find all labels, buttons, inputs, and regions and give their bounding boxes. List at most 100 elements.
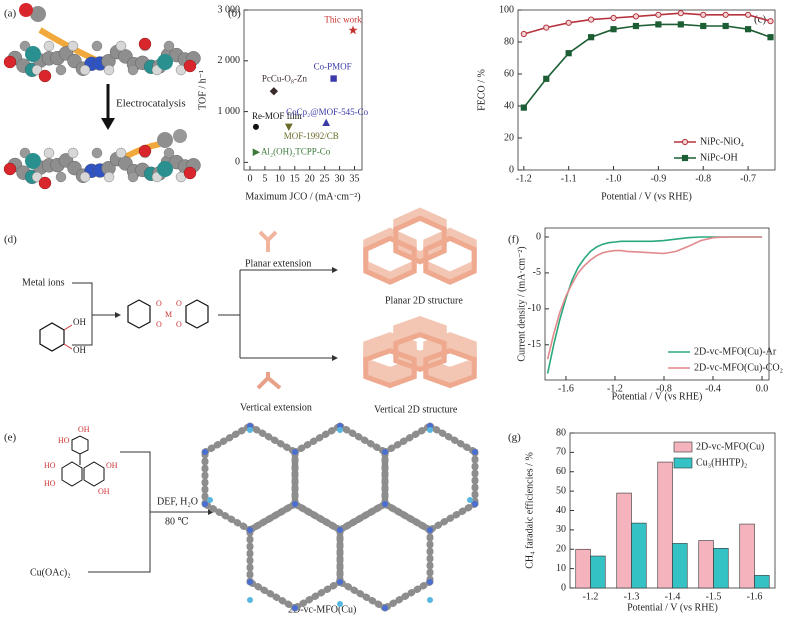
- atom-label: OH: [73, 317, 86, 327]
- atom-label: O: [176, 299, 182, 308]
- marker: [744, 26, 752, 33]
- metal-node: [292, 501, 298, 507]
- marker: [700, 22, 707, 30]
- x-tick-label: -1.1: [561, 173, 577, 184]
- bar: [739, 523, 755, 589]
- marker: [285, 123, 293, 131]
- legend-label: 2D-vc-MFO(Cu)-CO₂: [694, 362, 783, 373]
- framework-layer: [393, 331, 447, 373]
- condition: DEF, H₂O: [157, 496, 198, 507]
- marker: [520, 30, 527, 38]
- atom: [67, 40, 79, 52]
- bar: [575, 548, 591, 589]
- panel-e: (e) OH HO HO OH HO OH DEF, H₂O 80 ℃ Cu(O…: [4, 425, 356, 615]
- ring: [71, 435, 89, 455]
- x-tick-label: -1.6: [558, 383, 574, 394]
- marker: [681, 154, 689, 162]
- marker: [677, 10, 684, 17]
- series-line: [523, 23, 771, 109]
- marker: [588, 34, 595, 41]
- atom-label: HO: [44, 461, 56, 470]
- plot-frame: [544, 227, 770, 381]
- metal-node: [292, 605, 298, 611]
- framework-edge: [246, 422, 299, 456]
- atom: [183, 166, 197, 180]
- ring: [127, 299, 151, 329]
- y-axis-label: CH₄ faradaic efficiencies / %: [524, 452, 535, 569]
- bar: [590, 555, 606, 589]
- bar: [616, 492, 632, 589]
- atom: [3, 162, 17, 176]
- atom-label: O: [156, 320, 162, 329]
- marker: [632, 22, 640, 30]
- atom: [173, 129, 187, 143]
- panel-label: (f): [508, 234, 519, 246]
- y-tick-label: 70: [556, 447, 566, 458]
- x-tick-label: -0.9: [650, 173, 666, 184]
- x-tick-label: 20: [305, 173, 315, 184]
- point-label: CoCp₂@MOF-545-Co: [286, 107, 368, 117]
- bracket: [72, 282, 93, 346]
- framework-edge: [291, 500, 344, 534]
- metal-node: [427, 527, 433, 533]
- y-tick-label: 20: [556, 544, 566, 555]
- y-tick-label: 20: [504, 132, 514, 143]
- legend-swatch: [673, 441, 693, 453]
- framework-edge: [336, 500, 389, 534]
- y-tick-label: 50: [556, 485, 566, 496]
- terminal-atom: [247, 597, 253, 603]
- x-axis-label: Potential / V (vs RHE): [601, 191, 692, 202]
- atom-label: OH: [78, 425, 90, 434]
- y-tick-label: -5: [533, 267, 541, 278]
- x-tick-label: -0.8: [656, 383, 672, 394]
- framework-edge: [381, 500, 434, 534]
- x-tick-label: 0: [247, 173, 252, 184]
- framework-edge: [426, 422, 479, 456]
- marker: [700, 11, 707, 18]
- panel-label: (b): [228, 8, 241, 20]
- ring: [39, 322, 65, 352]
- framework-edge: [291, 578, 344, 612]
- legend-label: 2D-vc-MFO(Cu): [696, 441, 764, 452]
- x-tick-label: -0.7: [740, 173, 756, 184]
- reagent: Cu(OAc)₂: [30, 567, 71, 578]
- x-tick-label: -0.8: [695, 173, 711, 184]
- y-tick-label: -10: [528, 303, 541, 314]
- terminal-atom: [427, 427, 433, 433]
- atom: [79, 171, 91, 183]
- x-tick-label: 35: [350, 173, 360, 184]
- atom-label: OH: [106, 461, 118, 470]
- terminal-atom: [247, 427, 253, 433]
- x-tick-label: -0.4: [705, 383, 721, 394]
- framework-edge: [201, 500, 254, 534]
- atom: [157, 54, 173, 70]
- ring: [83, 461, 105, 487]
- reagent: Metal ions: [22, 277, 65, 288]
- framework-edge: [291, 422, 344, 456]
- atom: [3, 55, 17, 69]
- marker: [610, 14, 617, 22]
- condition: 80 ℃: [165, 516, 189, 527]
- marker: [252, 123, 259, 130]
- atom-label: OH: [98, 487, 110, 496]
- marker: [348, 25, 358, 35]
- metal-node: [382, 501, 388, 507]
- panel-label: (c): [754, 14, 767, 26]
- panel-label: (e): [4, 432, 17, 444]
- marker: [744, 11, 752, 18]
- arrow-head: [208, 509, 214, 515]
- y-tick-label: 0: [561, 582, 566, 593]
- x-tick-label: -1.6: [747, 591, 763, 602]
- atom: [55, 64, 67, 76]
- atom: [127, 64, 139, 76]
- marker: [322, 118, 330, 126]
- atom: [163, 147, 175, 159]
- point-label: PcCu-O₈-Zn: [262, 73, 308, 83]
- framework-edge: [246, 578, 299, 612]
- x-tick-label: 10: [275, 173, 285, 184]
- marker: [588, 16, 595, 23]
- x-tick-label: -1.2: [583, 591, 599, 602]
- process-label: Electrocatalysis: [116, 98, 186, 110]
- atom: [31, 64, 43, 76]
